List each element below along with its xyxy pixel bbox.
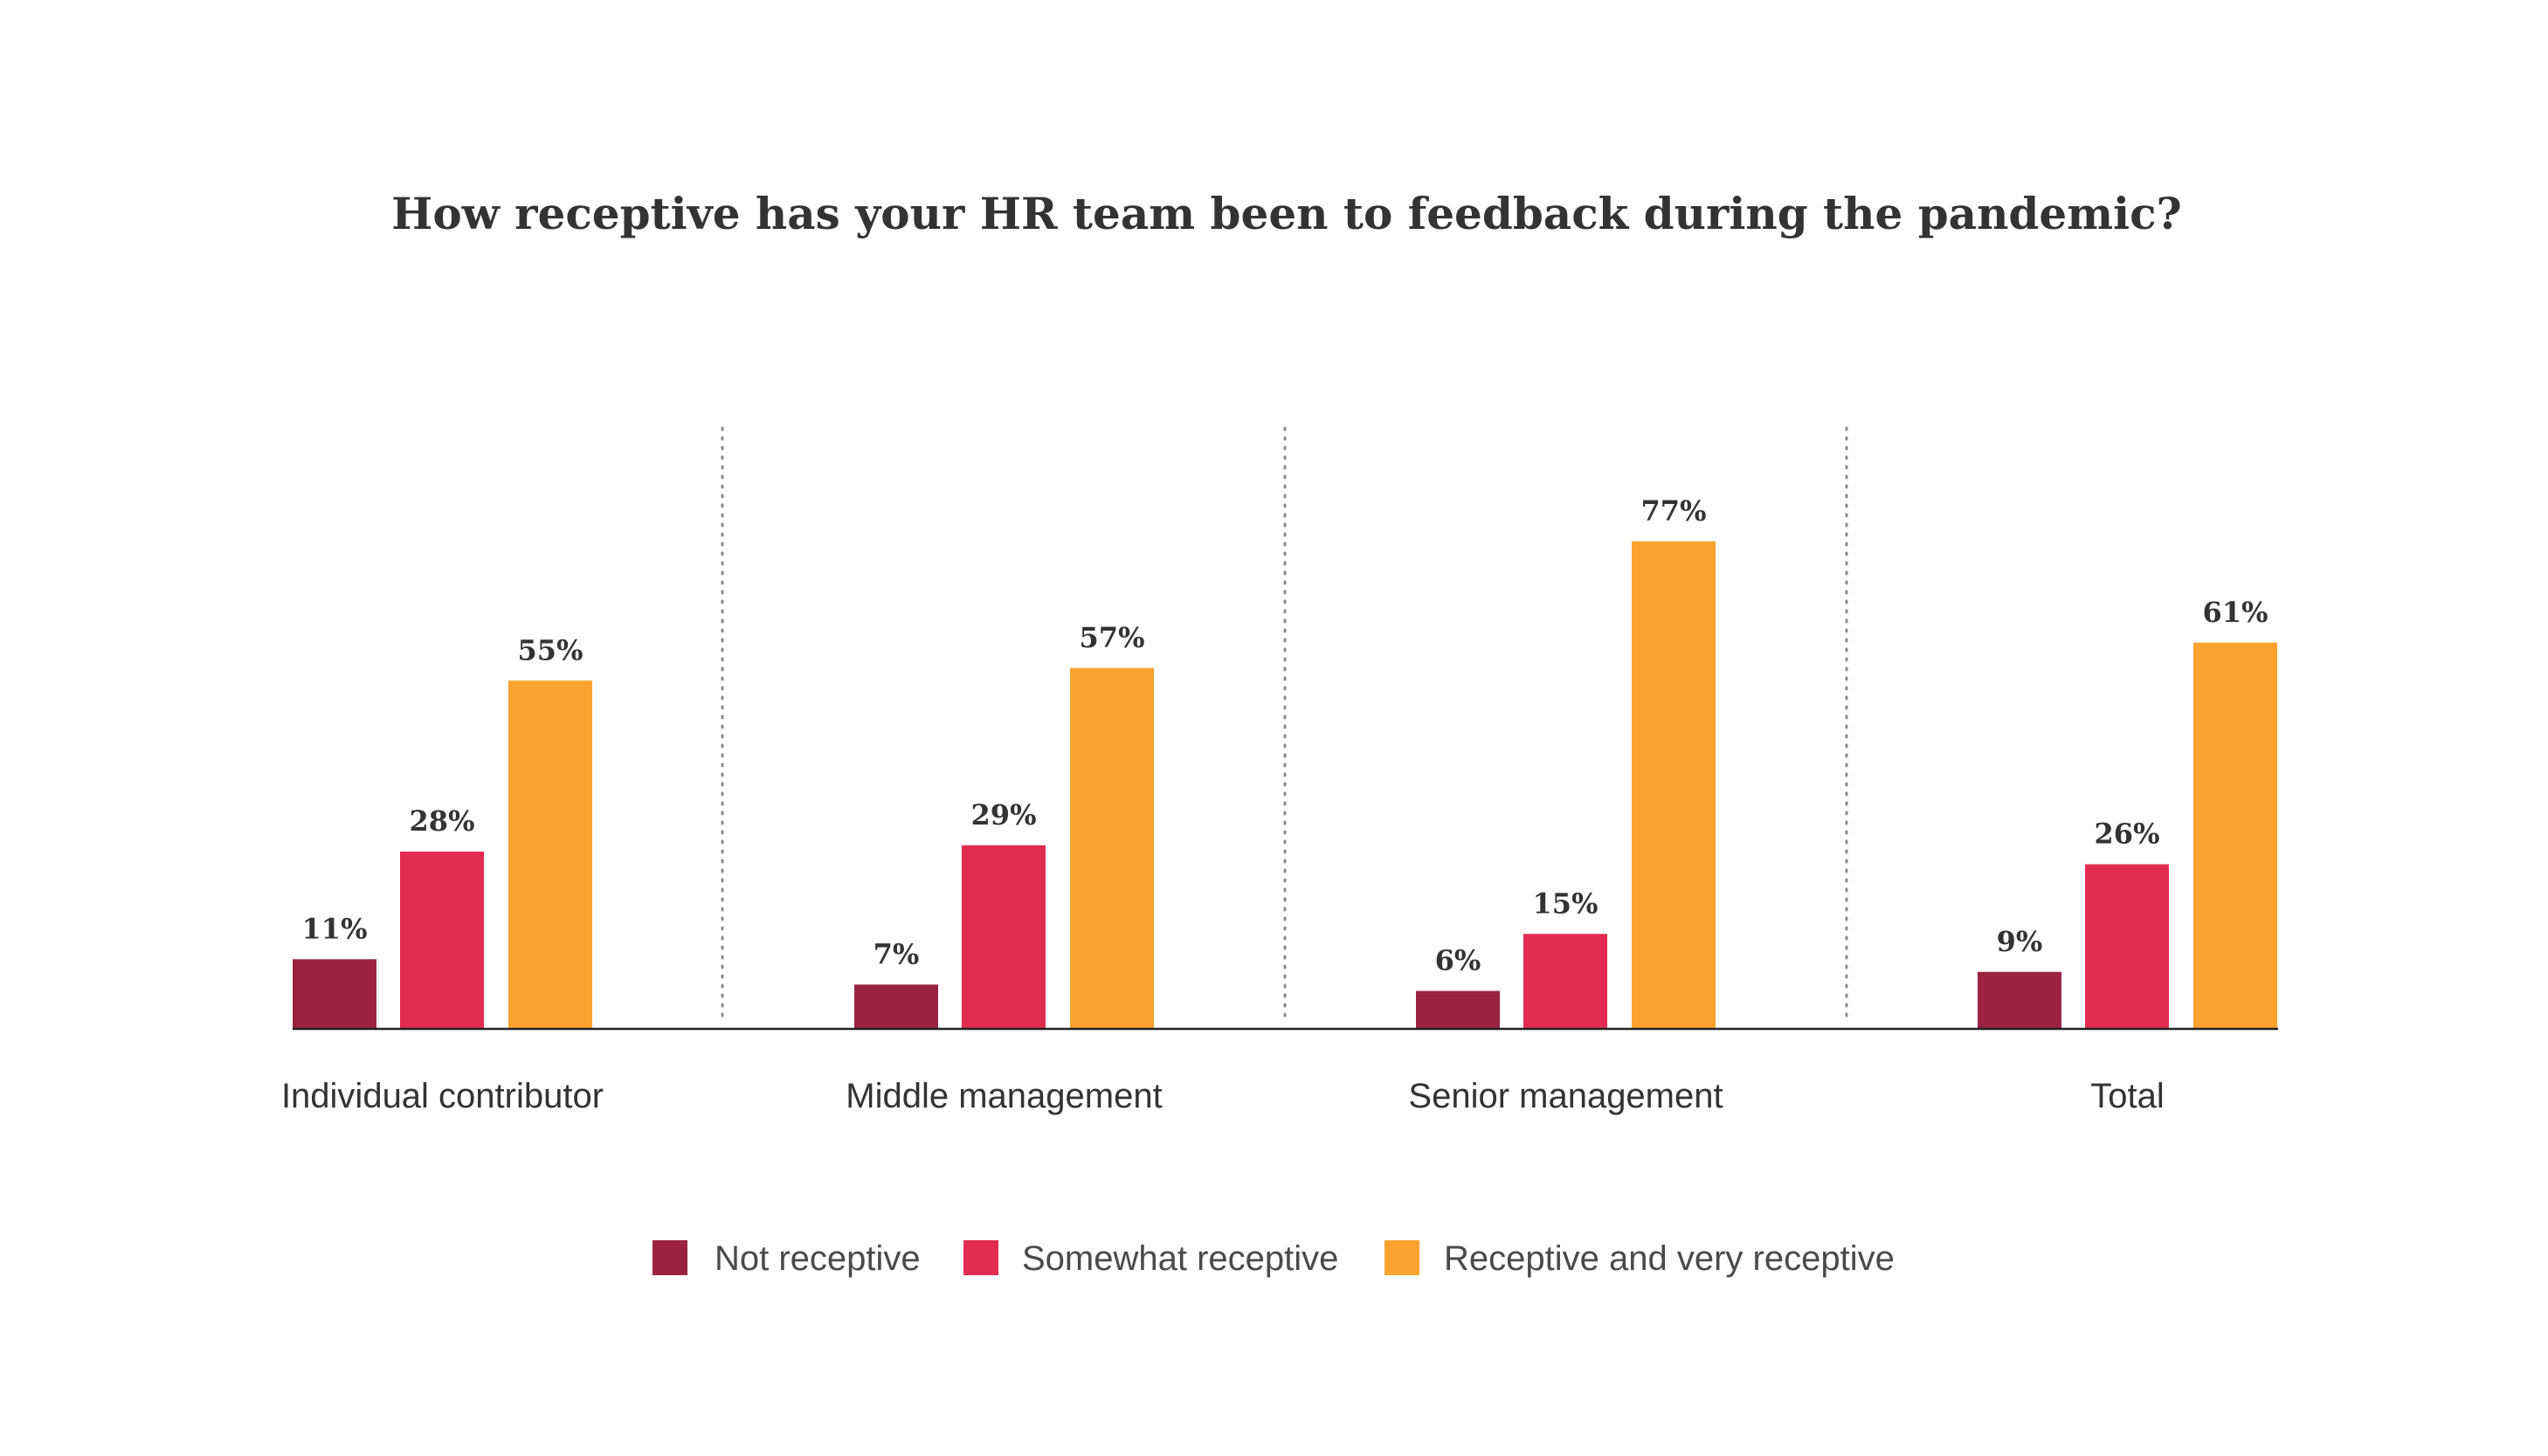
bar-2-4 xyxy=(2085,864,2169,1029)
bar-1-3 xyxy=(1416,990,1500,1029)
bar-3-3 xyxy=(1632,541,1716,1029)
value-label-3-1: 55% xyxy=(518,633,583,666)
value-label-1-3: 6% xyxy=(1435,944,1481,977)
value-label-2-2: 29% xyxy=(971,798,1037,832)
bar-1-2 xyxy=(854,984,938,1029)
value-label-2-1: 28% xyxy=(410,804,475,838)
bar-3-4 xyxy=(2193,642,2277,1029)
value-label-2-3: 15% xyxy=(1533,887,1599,920)
legend-swatch-3 xyxy=(1384,1240,1419,1275)
category-label-4: Total xyxy=(2090,1077,2165,1115)
bar-3-2 xyxy=(1070,667,1154,1029)
group-separators xyxy=(721,426,1848,1025)
legend-swatch-1 xyxy=(653,1240,687,1275)
value-label-3-3: 77% xyxy=(1641,494,1707,528)
legend: Not receptive Somewhat receptive Receptive… xyxy=(653,1239,1895,1278)
bar-1-1 xyxy=(293,959,376,1029)
category-labels-group: Individual contributor Middle management S… xyxy=(281,1077,2165,1115)
legend-label-1: Not receptive xyxy=(715,1239,921,1278)
bar-3-1 xyxy=(508,680,592,1029)
legend-label-2: Somewhat receptive xyxy=(1022,1239,1338,1278)
value-label-1-2: 7% xyxy=(874,937,920,970)
category-label-2: Middle management xyxy=(846,1077,1162,1115)
legend-label-3: Receptive and very receptive xyxy=(1444,1239,1895,1278)
bar-2-1 xyxy=(400,852,484,1029)
value-label-1-1: 11% xyxy=(302,912,368,945)
value-label-2-4: 26% xyxy=(2095,818,2160,851)
bar-2-3 xyxy=(1523,934,1607,1029)
bar-2-2 xyxy=(962,845,1046,1029)
legend-swatch-2 xyxy=(963,1240,998,1275)
value-label-3-4: 61% xyxy=(2203,596,2268,629)
value-labels-group: 11% 28% 55% 7% 29% 57% 6% 15% 77% 9% 26% 61% xyxy=(302,494,2268,977)
value-label-1-4: 9% xyxy=(1997,925,2043,958)
category-label-1: Individual contributor xyxy=(281,1077,604,1115)
category-label-3: Senior management xyxy=(1408,1077,1723,1115)
bar-1-4 xyxy=(1978,971,2061,1029)
bars-group xyxy=(293,541,2277,1029)
value-label-3-2: 57% xyxy=(1080,621,1145,654)
chart-title: How receptive has your HR team been to f… xyxy=(391,188,2182,239)
